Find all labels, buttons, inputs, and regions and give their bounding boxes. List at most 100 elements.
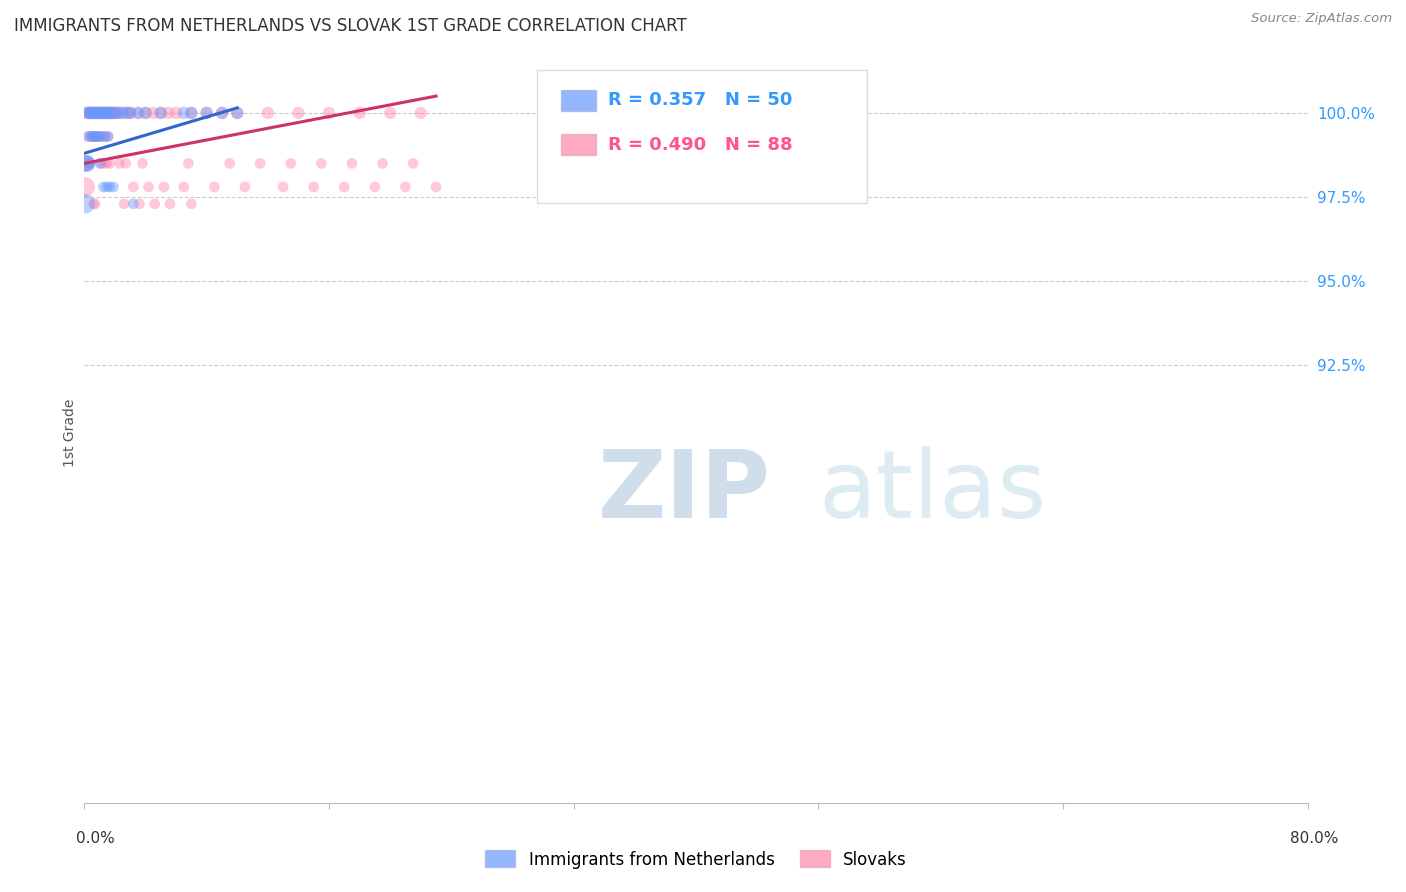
- Point: [97, 129, 120, 144]
- Point: [91, 129, 114, 144]
- Point: [87, 106, 110, 120]
- Point: [122, 196, 145, 211]
- Point: [128, 196, 150, 211]
- Point: [104, 106, 127, 120]
- Point: [75, 156, 97, 170]
- Point: [394, 180, 416, 194]
- Point: [103, 106, 125, 120]
- Point: [82, 129, 104, 144]
- Point: [371, 156, 394, 170]
- Point: [364, 180, 387, 194]
- Text: ZIP: ZIP: [598, 446, 770, 538]
- Point: [84, 196, 107, 211]
- Point: [79, 156, 101, 170]
- Point: [143, 196, 166, 211]
- Text: Source: ZipAtlas.com: Source: ZipAtlas.com: [1251, 12, 1392, 25]
- Point: [180, 106, 202, 120]
- Point: [149, 106, 172, 120]
- Point: [93, 106, 115, 120]
- Point: [104, 106, 127, 120]
- Point: [93, 106, 115, 120]
- Point: [122, 180, 145, 194]
- Point: [111, 106, 134, 120]
- Point: [226, 106, 249, 120]
- Point: [115, 106, 138, 120]
- Point: [180, 196, 202, 211]
- Point: [135, 106, 157, 120]
- Point: [153, 180, 176, 194]
- Point: [127, 106, 149, 120]
- Point: [96, 106, 118, 120]
- FancyBboxPatch shape: [537, 70, 868, 203]
- Point: [98, 180, 121, 194]
- Point: [83, 129, 105, 144]
- Point: [195, 106, 218, 120]
- Point: [80, 106, 103, 120]
- Point: [218, 156, 240, 170]
- Point: [302, 180, 325, 194]
- Point: [94, 106, 117, 120]
- Point: [97, 106, 120, 120]
- Point: [87, 129, 110, 144]
- Point: [89, 106, 111, 120]
- Point: [96, 106, 118, 120]
- Point: [226, 106, 249, 120]
- Point: [77, 129, 100, 144]
- Point: [84, 106, 107, 120]
- FancyBboxPatch shape: [561, 90, 596, 111]
- Point: [249, 156, 271, 170]
- Point: [257, 106, 280, 120]
- Point: [91, 106, 114, 120]
- Text: 0.0%: 0.0%: [76, 831, 115, 846]
- Point: [233, 180, 256, 194]
- Point: [93, 156, 115, 170]
- Text: R = 0.357   N = 50: R = 0.357 N = 50: [607, 91, 792, 109]
- Point: [83, 106, 105, 120]
- Text: 80.0%: 80.0%: [1291, 831, 1339, 846]
- Point: [173, 180, 195, 194]
- Point: [149, 106, 172, 120]
- Point: [86, 129, 108, 144]
- Y-axis label: 1st Grade: 1st Grade: [63, 399, 77, 467]
- Point: [101, 106, 124, 120]
- Point: [75, 196, 97, 211]
- Point: [127, 106, 149, 120]
- Point: [87, 129, 110, 144]
- Point: [75, 180, 97, 194]
- Point: [76, 106, 98, 120]
- FancyBboxPatch shape: [561, 135, 596, 155]
- Point: [380, 106, 402, 120]
- Point: [84, 129, 107, 144]
- Point: [80, 129, 103, 144]
- Point: [77, 106, 100, 120]
- Point: [94, 129, 117, 144]
- Point: [311, 156, 333, 170]
- Point: [173, 106, 195, 120]
- Text: IMMIGRANTS FROM NETHERLANDS VS SLOVAK 1ST GRADE CORRELATION CHART: IMMIGRANTS FROM NETHERLANDS VS SLOVAK 1S…: [14, 17, 686, 35]
- Point: [425, 180, 447, 194]
- Point: [87, 106, 110, 120]
- Point: [86, 129, 108, 144]
- Point: [97, 129, 120, 144]
- Point: [271, 180, 294, 194]
- Point: [79, 156, 101, 170]
- Point: [94, 129, 117, 144]
- Point: [135, 106, 157, 120]
- Point: [131, 156, 153, 170]
- Point: [211, 106, 233, 120]
- Point: [107, 106, 129, 120]
- Point: [93, 180, 115, 194]
- Point: [89, 106, 111, 120]
- Point: [96, 156, 118, 170]
- Point: [120, 106, 142, 120]
- Point: [83, 196, 105, 211]
- Point: [107, 106, 129, 120]
- Point: [115, 106, 138, 120]
- Point: [103, 180, 125, 194]
- Point: [108, 156, 131, 170]
- Point: [84, 129, 107, 144]
- Point: [77, 129, 100, 144]
- Point: [75, 156, 97, 170]
- Point: [83, 106, 105, 120]
- Point: [89, 156, 111, 170]
